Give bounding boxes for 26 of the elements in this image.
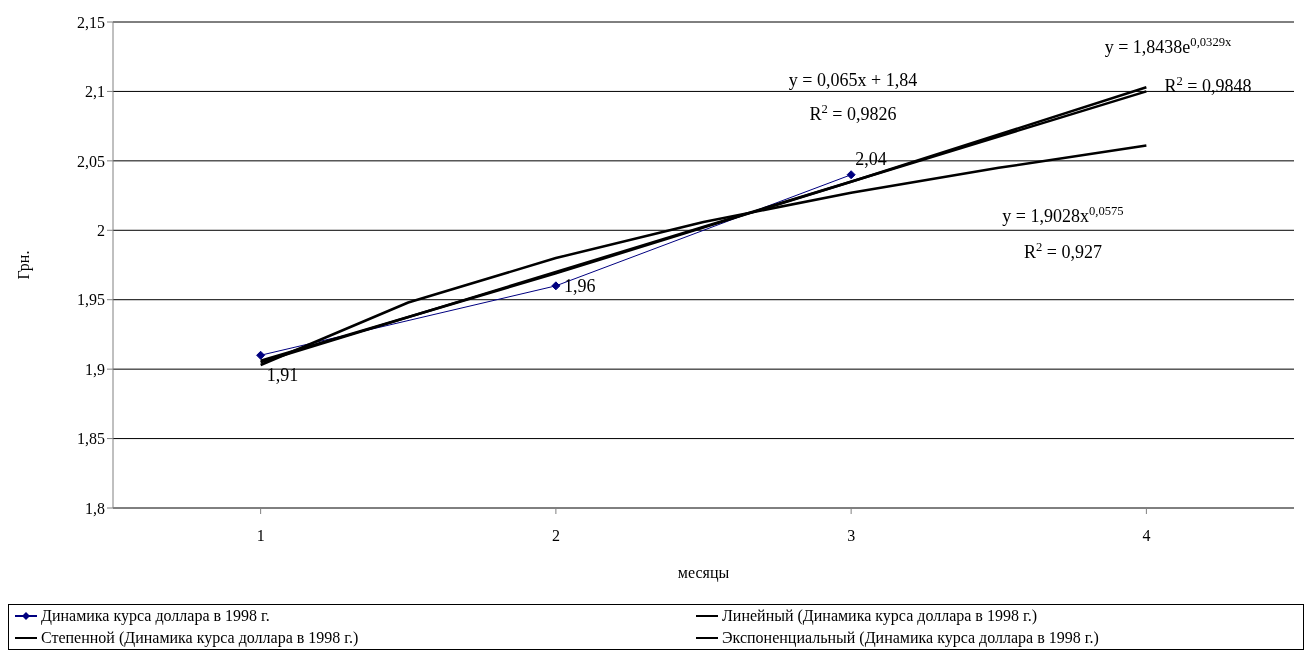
x-tick-label: 2	[551, 527, 560, 545]
y-tick-label: 2,1	[85, 83, 105, 101]
legend-label: Экспоненциальный (Динамика курса доллара в 1998 г.)	[722, 629, 1099, 647]
y-tick-label: 1,9	[85, 360, 105, 378]
annotation: y = 0,065x + 1,84	[788, 70, 918, 90]
annotation: y = 1,9028x$^{0,0575}$	[1002, 204, 1124, 226]
y-axis-title: Грн.	[14, 250, 33, 280]
y-tick-label: 1,95	[77, 291, 105, 309]
legend-label: Степенной (Динамика курса доллара в 1998 г.)	[41, 629, 359, 647]
y-tick-label: 1,8	[85, 499, 105, 517]
x-tick-label: 4	[1142, 527, 1151, 545]
data-label: 1,91	[266, 365, 299, 386]
y-tick-label: 2	[97, 221, 105, 239]
y-tick-label: 2,15	[77, 13, 105, 31]
legend-label: Динамика курса доллара в 1998 г.	[41, 607, 270, 625]
legend-label: Линейный (Динамика курса доллара в 1998 г.)	[722, 607, 1037, 625]
x-axis-title: месяцы	[677, 564, 730, 582]
y-tick-label: 1,85	[77, 430, 105, 448]
annotation: y = 1,8438e$^{0,0329x}$	[1104, 35, 1232, 57]
annotation: R$^{2}$ = 0,9848	[1164, 74, 1252, 96]
y-tick-label: 2,05	[77, 152, 105, 170]
annotation: R$^{2}$ = 0,927	[1024, 240, 1102, 262]
annotation: R$^{2}$ = 0,9826	[809, 102, 897, 124]
x-tick-label: 1	[256, 527, 265, 545]
data-label: 1,96	[563, 275, 596, 296]
x-tick-label: 3	[847, 527, 856, 545]
